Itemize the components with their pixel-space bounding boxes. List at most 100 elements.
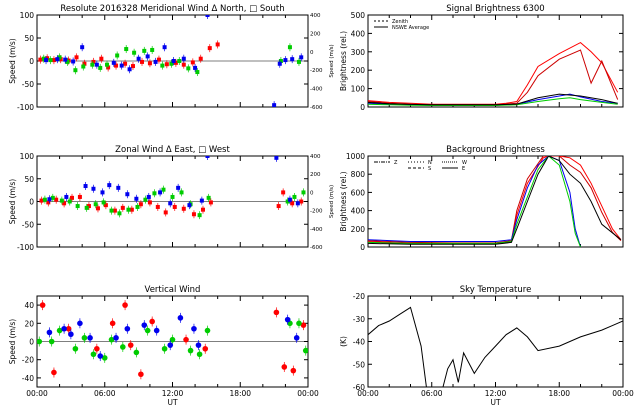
meridional-point (57, 55, 62, 60)
zonal-data (39, 156, 306, 220)
meridional-point (193, 65, 198, 70)
vertical-point (72, 345, 79, 352)
vertical-point (39, 302, 46, 308)
zonal-point (274, 156, 279, 160)
meridional-point (283, 58, 288, 63)
vertical-ytick-label: 40 (24, 301, 34, 310)
zonal-y2tick-label: 0 (310, 190, 314, 196)
zonal-y2tick-label: -600 (310, 245, 323, 251)
zonal-point (86, 204, 91, 209)
meridional-point (173, 60, 178, 65)
zonal-point (172, 204, 177, 209)
vertical-point (51, 369, 57, 376)
zonal-point (39, 198, 44, 203)
zonal-y2label: Speed (m/s) (329, 185, 335, 218)
zonal-point (199, 198, 204, 203)
meridional-point (145, 54, 150, 59)
signal-ytick-label: 400 (351, 29, 366, 38)
zonal-point (42, 197, 47, 202)
vertical-xtick-label: 06:00 (94, 389, 116, 398)
meridional-point (277, 61, 282, 66)
zonal-point (155, 204, 160, 209)
meridional-point (63, 57, 68, 62)
zonal-point (147, 200, 152, 205)
signal-ytick-label: 0 (360, 103, 365, 112)
vertical-xtick-label: 18:00 (229, 389, 251, 398)
vertical-point (187, 347, 194, 354)
zonal-point (161, 187, 166, 192)
meridional-point (111, 60, 116, 65)
meridional-panel: Resolute 2016328 Meridional Wind Δ North… (8, 4, 335, 112)
vertical-point (204, 327, 211, 334)
zonal-point (281, 190, 286, 195)
meridional-point (290, 57, 295, 62)
zonal-point (200, 207, 205, 212)
sky-xlabel: UT (490, 398, 500, 407)
meridional-point (130, 64, 135, 69)
vertical-ytick-label: 0 (29, 338, 34, 347)
zonal-point (285, 199, 290, 204)
signal-series-line-3 (368, 97, 618, 106)
sky-ylabel: (K) (339, 336, 348, 347)
zonal-point (112, 208, 117, 213)
vertical-point (141, 322, 148, 328)
meridional-point (74, 55, 79, 60)
zonal-y2tick-label: -200 (310, 209, 323, 215)
zonal-point (135, 204, 140, 209)
zonal-point (117, 211, 122, 216)
vertical-point (94, 345, 100, 352)
meridional-point (215, 42, 220, 47)
vertical-xtick-label: 12:00 (162, 389, 184, 398)
zonal-point (62, 201, 67, 206)
meridional-ytick-label: -100 (17, 103, 34, 112)
meridional-point (123, 61, 128, 66)
meridional-point (164, 62, 169, 67)
vertical-point (81, 335, 88, 341)
vertical-xlabel: UT (167, 398, 177, 407)
meridional-point (296, 59, 301, 64)
vertical-point (127, 342, 134, 348)
vertical-point (293, 335, 300, 341)
zonal-point (168, 201, 173, 206)
zonal-point (143, 197, 148, 202)
sky-xtick-label: 00:00 (612, 389, 634, 398)
meridional-y2tick-label: -400 (310, 87, 323, 93)
signal-ytick-label: 100 (351, 85, 366, 94)
vertical-xtick-label: 00:00 (297, 389, 319, 398)
sky-ytick-label: -30 (353, 315, 365, 324)
meridional-point (91, 59, 96, 64)
meridional-point (99, 56, 104, 61)
vertical-point (61, 325, 67, 332)
vertical-point (273, 309, 280, 316)
meridional-point (124, 47, 129, 52)
vertical-point (177, 315, 184, 321)
zonal-point (103, 203, 108, 208)
signal-ytick-label: 200 (351, 66, 366, 75)
background-title: Background Brightness (446, 145, 545, 155)
zonal-point (50, 195, 55, 200)
vertical-point (167, 342, 174, 348)
zonal-point (93, 202, 98, 207)
zonal-point (47, 197, 52, 202)
vertical-point (300, 322, 307, 328)
zonal-ylabel: Speed (m/s) (8, 179, 17, 225)
meridional-y2tick-label: 200 (310, 31, 321, 37)
background-legend-label: Z (394, 160, 398, 166)
meridional-point (94, 62, 99, 67)
meridional-point (38, 57, 43, 62)
zonal-point (205, 156, 210, 158)
vertical-point (46, 329, 53, 336)
background-ytick-label: 0 (360, 243, 365, 252)
zonal-point (191, 212, 196, 217)
sky-ytick-label: -50 (353, 360, 365, 369)
zonal-point (100, 190, 105, 195)
meridional-point (65, 59, 70, 64)
sky-data (368, 306, 623, 387)
vertical-data (37, 300, 308, 380)
zonal-point (179, 190, 184, 195)
meridional-point (160, 63, 165, 68)
meridional-point (55, 57, 60, 62)
background-plot-frame (367, 155, 624, 248)
vertical-point (169, 336, 176, 343)
zonal-point (176, 185, 181, 190)
